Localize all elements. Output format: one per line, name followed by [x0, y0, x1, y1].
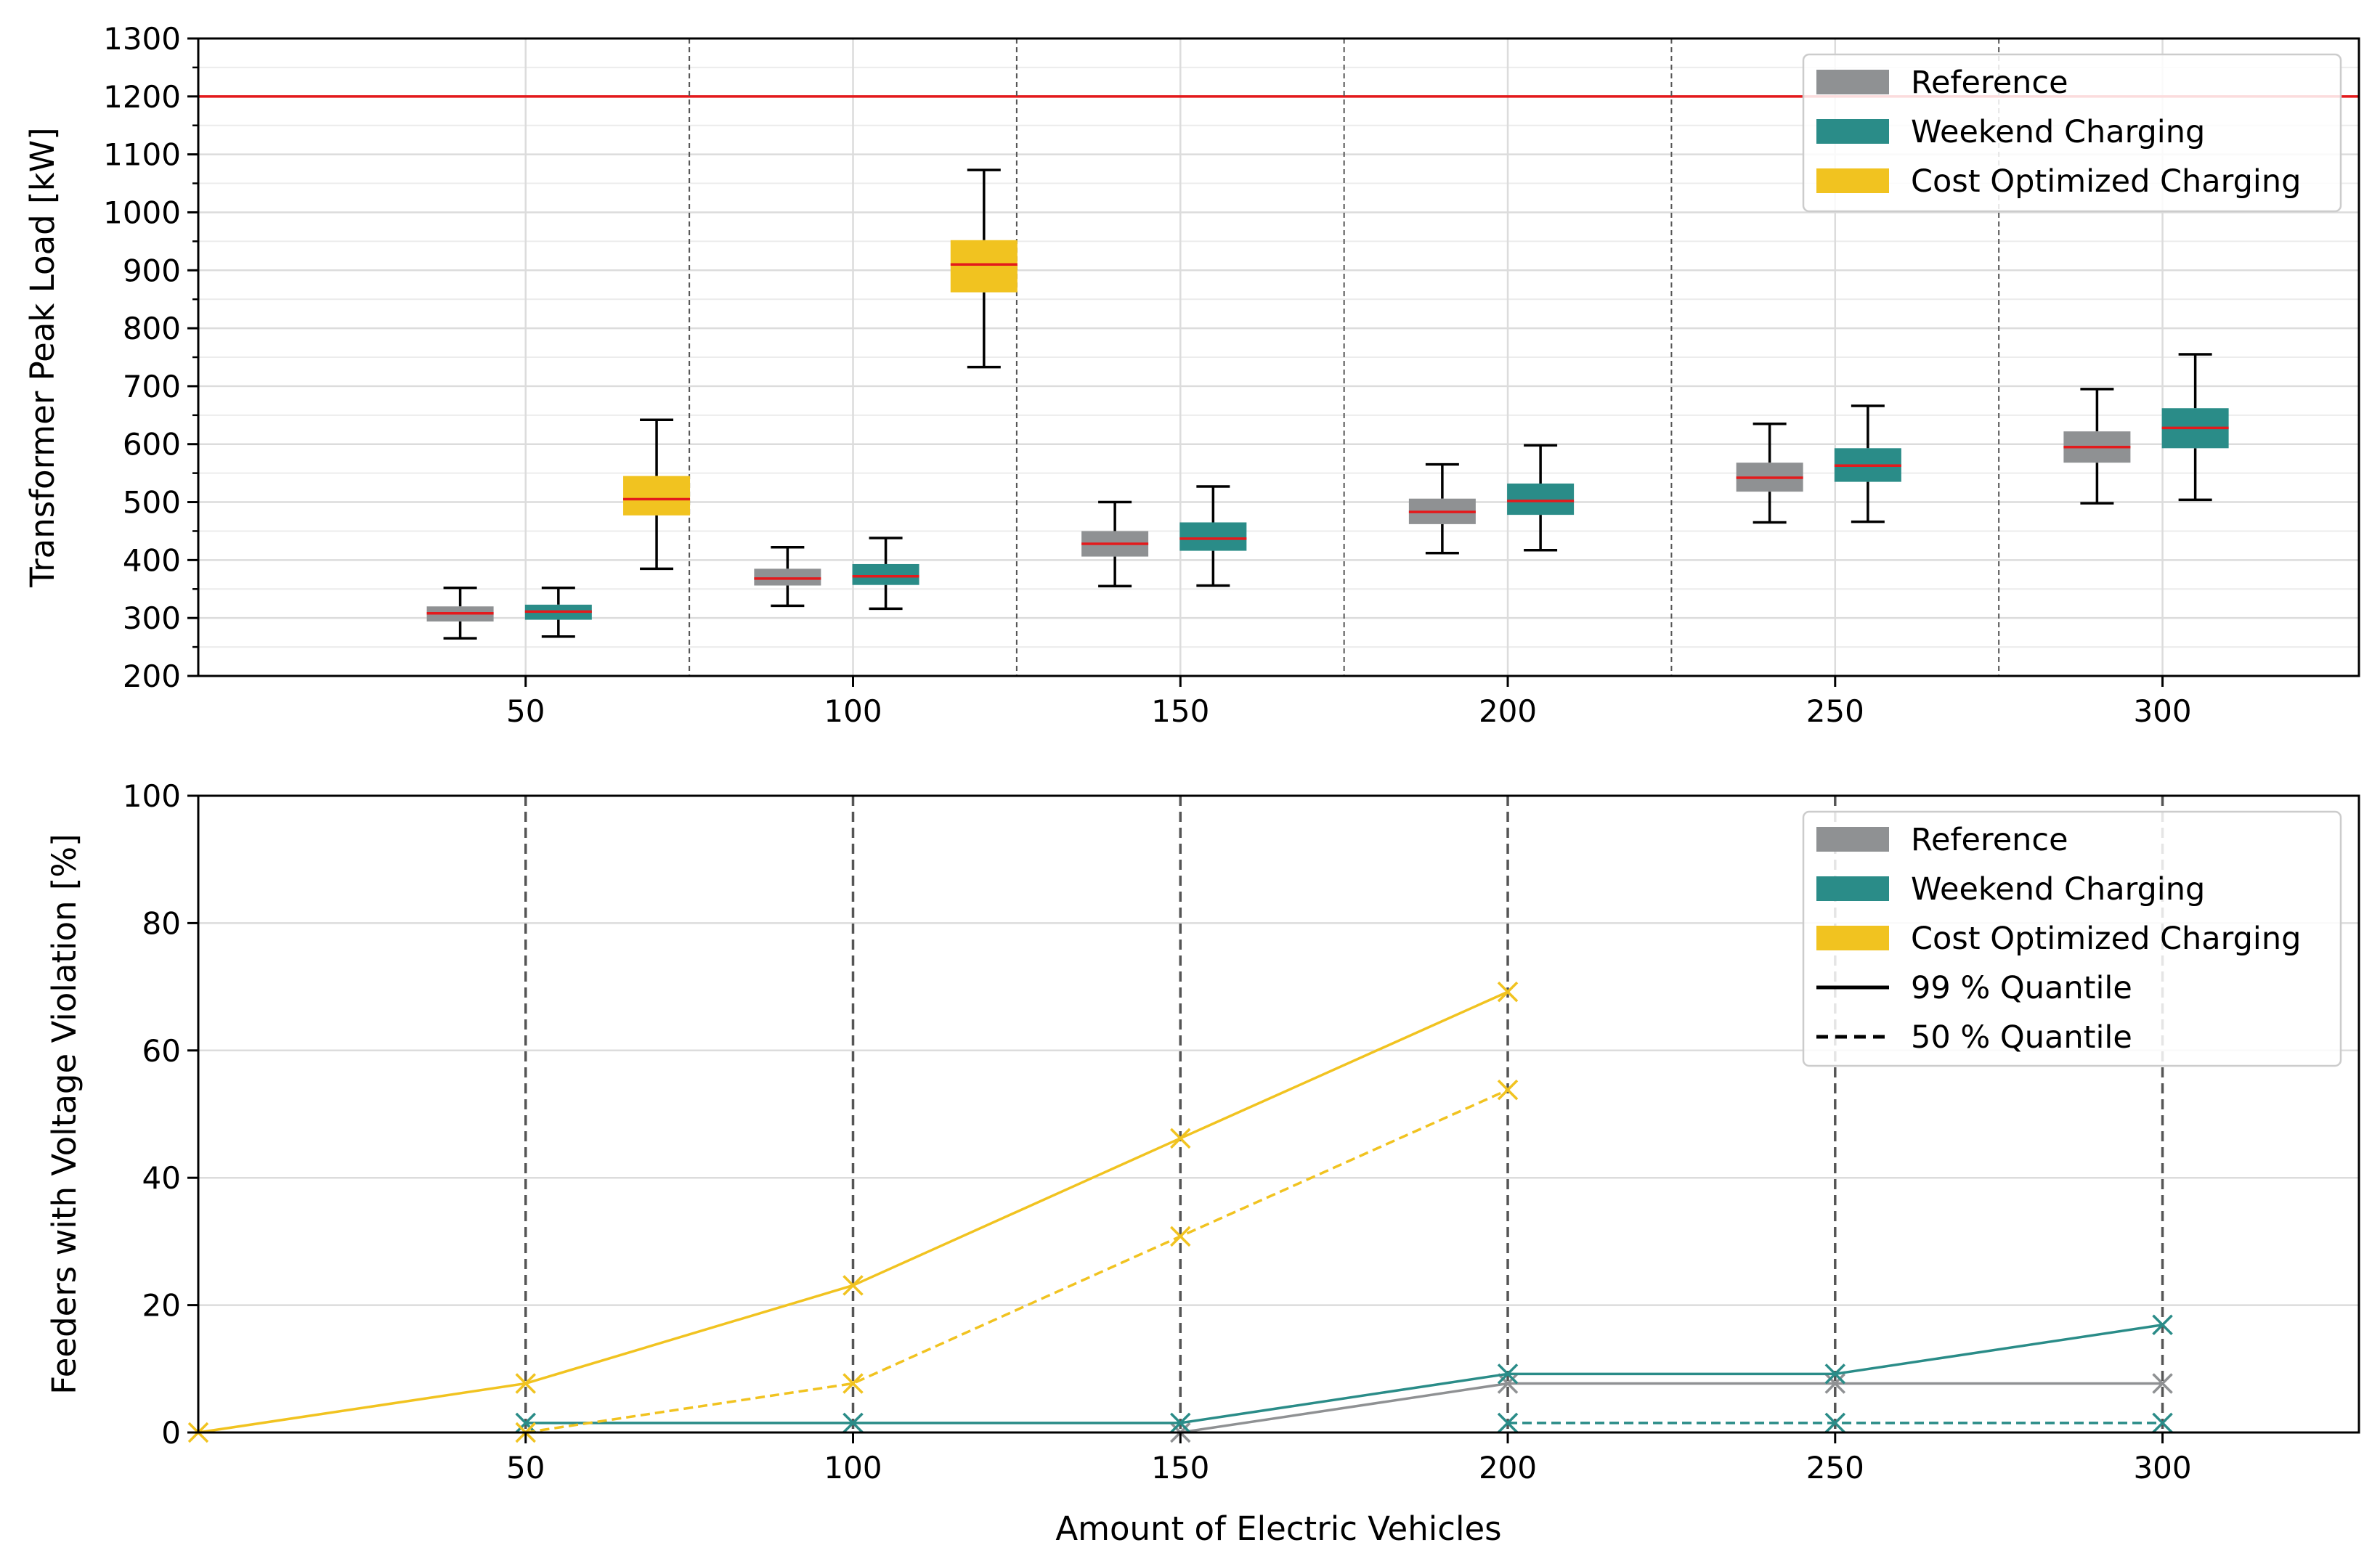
series-marker [2152, 1373, 2173, 1394]
legend-swatch [1816, 827, 1889, 852]
y-tick-label: 800 [123, 311, 181, 346]
series-marker [2152, 1412, 2173, 1434]
legend-label: Weekend Charging [1911, 871, 2205, 908]
y-tick-label: 60 [142, 1033, 181, 1069]
voltage-violation-line-chart: 0 20 40 60 80 100 50 100 150 200 250 300 Amount of E… [45, 778, 2360, 1548]
series-marker [842, 1275, 864, 1296]
x-tick-label: 50 [506, 1450, 545, 1485]
series-marker [1824, 1373, 1846, 1394]
x-tick-label: 50 [506, 693, 545, 729]
series-marker [1824, 1364, 1846, 1385]
box-1 [1179, 522, 1247, 551]
box-1 [852, 563, 919, 585]
axes-frame [197, 794, 2360, 1434]
x-tick-label: 250 [1806, 1450, 1864, 1485]
x-tick-label: 100 [824, 1450, 882, 1485]
series-marker [842, 1373, 864, 1394]
x-tick-label: 300 [2133, 693, 2191, 729]
series-marker [1170, 1128, 1191, 1149]
series-line-0 [1180, 1382, 2163, 1434]
box-0 [754, 568, 821, 586]
series-marker [1497, 1412, 1519, 1434]
box-2 [950, 240, 1018, 293]
legend-label: 99 % Quantile [1911, 970, 2132, 1006]
transformer-peak-load-box-chart: 200 300 400 500 600 700 800 900 1000 1100 1200 1300… [23, 21, 2360, 729]
legend-swatch [1816, 926, 1889, 950]
legend-label: Cost Optimized Charging [1911, 921, 2301, 957]
series-marker [1170, 1412, 1191, 1434]
y-tick-label: 700 [123, 369, 181, 404]
y-tick-label: 0 [161, 1415, 181, 1451]
legend-box [1802, 53, 2342, 213]
x-tick-label: 150 [1151, 1450, 1209, 1485]
legend-swatch [1816, 876, 1889, 901]
series-line-4 [525, 1088, 1508, 1434]
legend-label: Cost Optimized Charging [1911, 163, 2301, 200]
series-marker [515, 1412, 536, 1434]
y-axis-title: Feeders with Voltage Violation [%] [45, 834, 84, 1394]
series-marker [1497, 981, 1519, 1003]
legend-label: Weekend Charging [1911, 114, 2205, 150]
series-marker [2152, 1314, 2173, 1336]
series-marker [1824, 1412, 1846, 1434]
y-tick-label: 900 [123, 253, 181, 288]
x-tick-label: 100 [824, 693, 882, 729]
box-1 [1507, 484, 1575, 515]
y-tick-label: 300 [123, 600, 181, 636]
y-tick-label: 600 [123, 427, 181, 462]
series-marker [1497, 1079, 1519, 1101]
series-marker [515, 1373, 536, 1394]
y-tick-label: 1200 [103, 79, 181, 115]
series-marker [1497, 1373, 1519, 1394]
y-tick-label: 20 [142, 1288, 181, 1324]
y-tick-label: 200 [123, 659, 181, 694]
y-tick-label: 80 [142, 905, 181, 941]
legend-swatch [1816, 70, 1889, 94]
legend-box [1802, 810, 2342, 1067]
x-tick-label: 300 [2133, 1450, 2191, 1485]
y-tick-label: 1100 [103, 137, 181, 173]
series-line-1 [525, 1324, 2163, 1425]
legend-label: Reference [1911, 65, 2068, 101]
legend-swatch [1816, 168, 1889, 193]
series-marker [1170, 1226, 1191, 1247]
y-tick-label: 1300 [103, 21, 181, 57]
y-tick-label: 1000 [103, 195, 181, 230]
legend-label: Reference [1911, 822, 2068, 858]
x-tick-label: 150 [1151, 693, 1209, 729]
series-marker [1497, 1364, 1519, 1385]
legend-swatch [1816, 119, 1889, 144]
x-tick-label: 250 [1806, 693, 1864, 729]
y-tick-label: 500 [123, 485, 181, 521]
x-tick-label: 200 [1479, 693, 1537, 729]
series-marker [842, 1412, 864, 1434]
y-tick-label: 40 [142, 1160, 181, 1196]
legend-label: 50 % Quantile [1911, 1019, 2132, 1056]
x-axis-title: Amount of Electric Vehicles [1055, 1509, 1501, 1548]
box-2 [623, 476, 691, 515]
y-tick-label: 100 [123, 778, 181, 814]
x-tick-label: 200 [1479, 1450, 1537, 1485]
y-axis-title: Transformer Peak Load [kW] [23, 127, 62, 587]
y-tick-label: 400 [123, 542, 181, 578]
